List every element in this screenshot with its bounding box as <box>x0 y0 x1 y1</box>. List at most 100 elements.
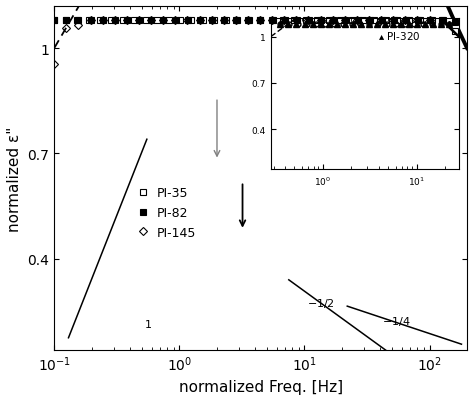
Text: $-1/4$: $-1/4$ <box>383 314 411 327</box>
PI-82 <box>88 18 93 23</box>
PI-82 <box>282 18 288 23</box>
PI-82 <box>294 18 300 23</box>
PI-145 <box>269 18 275 23</box>
PI-82 <box>233 18 239 23</box>
PI-82 <box>51 18 57 23</box>
PI-145 <box>378 18 384 23</box>
PI-145 <box>88 18 93 23</box>
Y-axis label: normalized ε": normalized ε" <box>7 126 22 231</box>
PI-82 <box>355 18 360 23</box>
PI-35 <box>234 18 240 23</box>
PI-145 <box>112 18 118 23</box>
PI-82 <box>428 18 433 23</box>
PI-35 <box>155 18 160 23</box>
PI-145 <box>427 18 432 23</box>
PI-82 <box>124 18 130 23</box>
PI-145 <box>100 18 106 23</box>
PI-35 <box>314 18 320 23</box>
PI-145 <box>306 18 311 23</box>
PI-145 <box>51 63 57 67</box>
PI-35 <box>74 18 80 23</box>
PI-35 <box>269 18 274 23</box>
PI-145 <box>64 27 69 32</box>
PI-82 <box>209 18 215 23</box>
PI-35 <box>337 18 343 23</box>
PI-82 <box>439 18 445 23</box>
PI-145 <box>342 18 347 23</box>
PI-82 <box>257 18 263 23</box>
PI-145 <box>124 18 130 23</box>
PI-82 <box>197 18 203 23</box>
PI-145 <box>197 18 202 23</box>
PI-82 <box>343 18 348 23</box>
PI-35 <box>120 18 126 23</box>
PI-82 <box>246 18 251 23</box>
PI-145 <box>402 18 408 23</box>
PI-35 <box>360 18 366 23</box>
PI-35 <box>303 18 309 23</box>
PI-35 <box>394 18 400 23</box>
PI-35 <box>143 18 148 23</box>
PI-145 <box>391 18 396 23</box>
PI-82 <box>403 18 409 23</box>
PI-35 <box>63 18 69 23</box>
PI-82 <box>379 18 384 23</box>
PI-35 <box>51 18 57 23</box>
Text: $-1/2$: $-1/2$ <box>307 296 335 310</box>
PI-145 <box>415 18 420 23</box>
Legend: PI-35, PI-82, PI-145: PI-35, PI-82, PI-145 <box>131 182 201 244</box>
PI-35 <box>257 18 263 23</box>
X-axis label: normalized Freq. [Hz]: normalized Freq. [Hz] <box>179 379 343 394</box>
PI-145 <box>282 18 287 23</box>
PI-82 <box>270 18 275 23</box>
Line: PI-35: PI-35 <box>51 18 458 35</box>
PI-145 <box>354 18 360 23</box>
PI-82 <box>391 18 397 23</box>
PI-145 <box>366 18 372 23</box>
PI-145 <box>293 18 299 23</box>
PI-35 <box>429 18 435 23</box>
PI-145 <box>209 18 214 23</box>
PI-82 <box>221 18 227 23</box>
Line: PI-145: PI-145 <box>51 18 433 68</box>
PI-82 <box>415 18 421 23</box>
PI-82 <box>148 18 154 23</box>
PI-145 <box>221 18 227 23</box>
PI-35 <box>200 18 206 23</box>
PI-82 <box>306 18 312 23</box>
PI-145 <box>330 18 336 23</box>
PI-82 <box>76 18 82 23</box>
PI-145 <box>245 18 251 23</box>
PI-82 <box>161 18 166 23</box>
PI-35 <box>86 18 91 23</box>
PI-82 <box>185 18 191 23</box>
PI-145 <box>257 18 263 23</box>
PI-35 <box>326 18 332 23</box>
PI-35 <box>246 18 252 23</box>
PI-35 <box>211 18 217 23</box>
PI-35 <box>440 18 446 23</box>
PI-82 <box>173 18 178 23</box>
PI-35 <box>109 18 114 23</box>
PI-82 <box>452 20 457 25</box>
PI-35 <box>166 18 172 23</box>
PI-35 <box>349 18 355 23</box>
Text: 1: 1 <box>145 320 152 329</box>
Line: PI-82: PI-82 <box>51 18 458 26</box>
PI-145 <box>318 18 323 23</box>
PI-35 <box>177 18 183 23</box>
PI-145 <box>76 23 82 28</box>
PI-35 <box>280 18 286 23</box>
PI-82 <box>367 18 373 23</box>
PI-35 <box>418 18 423 23</box>
PI-35 <box>383 18 389 23</box>
PI-145 <box>184 18 190 23</box>
PI-82 <box>112 18 118 23</box>
PI-82 <box>330 18 336 23</box>
PI-35 <box>131 18 137 23</box>
PI-35 <box>223 18 228 23</box>
PI-35 <box>189 18 194 23</box>
PI-145 <box>160 18 166 23</box>
PI-35 <box>406 18 411 23</box>
PI-82 <box>64 18 69 23</box>
